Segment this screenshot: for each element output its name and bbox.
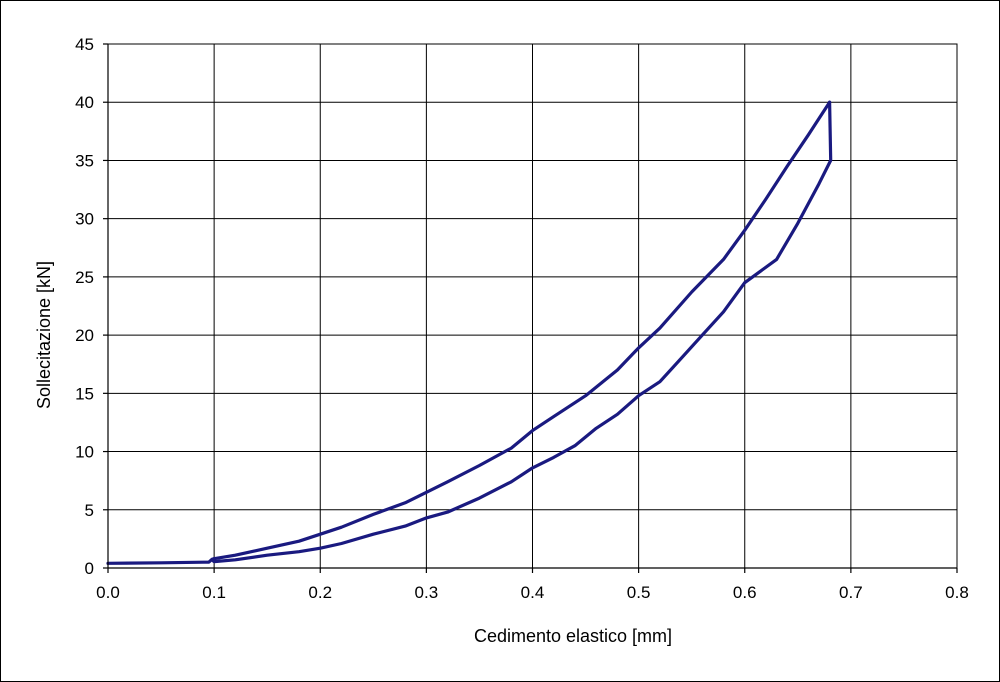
y-tick-label: 15 xyxy=(75,384,94,403)
x-tick-label: 0.2 xyxy=(308,583,332,602)
x-tick-label: 0.5 xyxy=(627,583,651,602)
y-tick-label: 0 xyxy=(85,559,94,578)
y-tick-label: 20 xyxy=(75,326,94,345)
y-tick-label: 30 xyxy=(75,210,94,229)
axes xyxy=(103,43,958,573)
y-tick-label: 45 xyxy=(75,35,94,54)
y-tick-labels: 0 5 10 15 20 25 30 35 40 45 xyxy=(75,35,94,578)
x-tick-label: 0.6 xyxy=(733,583,757,602)
y-tick-label: 40 xyxy=(75,93,94,112)
unloading-curve xyxy=(210,100,833,564)
x-tick-label: 0.8 xyxy=(945,583,969,602)
y-tick-label: 5 xyxy=(85,501,94,520)
x-axis-title: Cedimento elastico [mm] xyxy=(474,626,672,646)
x-tick-labels: 0.0 0.1 0.2 0.3 0.4 0.5 0.6 0.7 0.8 xyxy=(96,583,969,602)
x-tick-label: 0.3 xyxy=(415,583,439,602)
x-tick-label: 0.4 xyxy=(521,583,545,602)
series-group xyxy=(106,100,833,565)
y-tick-label: 35 xyxy=(75,151,94,170)
x-tick-label: 0.0 xyxy=(96,583,120,602)
y-tick-label: 10 xyxy=(75,443,94,462)
loading-curve xyxy=(106,100,832,565)
x-tick-label: 0.7 xyxy=(839,583,863,602)
grid xyxy=(107,43,958,569)
y-tick-label: 25 xyxy=(75,268,94,287)
x-tick-label: 0.1 xyxy=(202,583,226,602)
y-axis-title: Sollecitazione [kN] xyxy=(34,261,54,409)
